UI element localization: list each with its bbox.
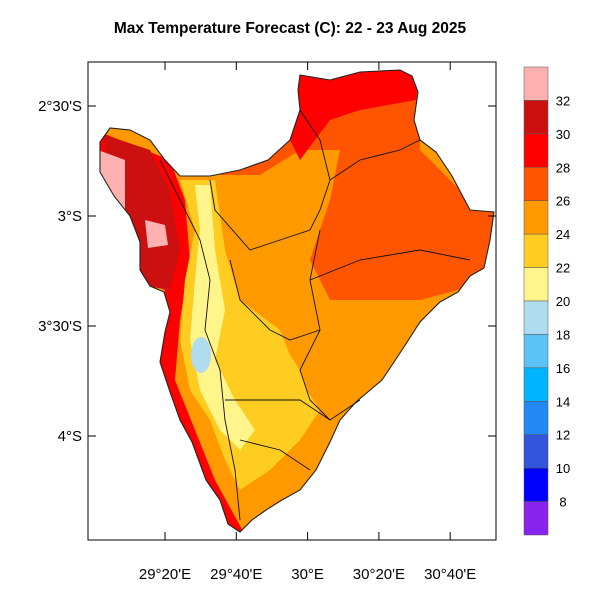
colorbar-box bbox=[523, 100, 549, 135]
lon-tick-label: 29°40'E bbox=[210, 566, 262, 583]
lon-tick-label: 30°E bbox=[291, 566, 324, 583]
colorbar-label: 32 bbox=[556, 93, 570, 108]
field-28-30-north bbox=[290, 70, 420, 160]
colorbar-box bbox=[523, 501, 549, 536]
colorbar-label: 16 bbox=[556, 361, 570, 376]
colorbar-box bbox=[523, 467, 549, 502]
colorbar-box bbox=[523, 167, 549, 201]
boundary-line bbox=[159, 159, 241, 521]
province-boundaries bbox=[159, 109, 471, 521]
colorbar-label: 18 bbox=[556, 327, 570, 342]
boundary-line bbox=[239, 439, 311, 471]
boundary-line bbox=[309, 249, 471, 281]
colorbar-box bbox=[523, 267, 549, 302]
lon-tick-label: 30°20'E bbox=[353, 566, 405, 583]
colorbar-label: 10 bbox=[556, 461, 570, 476]
colorbar-box bbox=[523, 133, 549, 168]
colorbar-label: 22 bbox=[556, 261, 570, 276]
boundary-line bbox=[299, 109, 331, 181]
colorbar-box bbox=[523, 66, 549, 101]
colorbar-box bbox=[523, 200, 549, 235]
boundary-line bbox=[299, 229, 331, 421]
colorbar-box bbox=[523, 334, 549, 369]
field-above-32-patch bbox=[145, 220, 168, 248]
field-above-32-west bbox=[100, 150, 125, 215]
colorbar-label: 28 bbox=[556, 160, 570, 175]
colorbar-box bbox=[523, 434, 549, 469]
lat-tick-label: 3°30'S bbox=[38, 318, 82, 335]
boundary-line bbox=[225, 399, 361, 421]
temperature-field bbox=[100, 70, 494, 532]
map-frame bbox=[87, 61, 497, 541]
boundary-line bbox=[229, 259, 321, 341]
colorbar-label: 30 bbox=[556, 127, 570, 142]
colorbar-label: 8 bbox=[559, 495, 566, 510]
colorbar-box bbox=[523, 401, 549, 435]
lat-tick-label: 2°30'S bbox=[38, 98, 82, 115]
lat-tick-label: 4°S bbox=[58, 428, 82, 445]
colorbar-box bbox=[523, 367, 549, 402]
colorbar-label: 14 bbox=[556, 394, 570, 409]
field-20-22-valley bbox=[190, 185, 255, 450]
field-18-20-lake bbox=[191, 337, 211, 373]
colorbar-label: 12 bbox=[556, 428, 570, 443]
longitude-axis: 29°20'E 29°40'E 30°E 30°20'E 30°40'E bbox=[139, 62, 476, 583]
lon-tick-label: 29°20'E bbox=[139, 566, 191, 583]
colorbar-label: 20 bbox=[556, 294, 570, 309]
map-title: Max Temperature Forecast (C): 22 - 23 Au… bbox=[113, 20, 467, 37]
latitude-axis: 2°30'S 3°S 3°30'S 4°S bbox=[38, 98, 496, 445]
colorbar-box bbox=[523, 300, 549, 335]
lon-tick-label: 30°40'E bbox=[424, 566, 476, 583]
colorbar-label: 24 bbox=[556, 227, 570, 242]
country-border bbox=[99, 69, 495, 533]
boundary-line bbox=[209, 139, 421, 251]
colorbar: 32 30 28 26 24 22 20 18 16 14 12 10 8 bbox=[523, 66, 570, 536]
lat-tick-label: 3°S bbox=[58, 208, 82, 225]
colorbar-label: 26 bbox=[556, 194, 570, 209]
colorbar-box bbox=[523, 233, 549, 268]
field-22-24-south bbox=[235, 330, 310, 420]
